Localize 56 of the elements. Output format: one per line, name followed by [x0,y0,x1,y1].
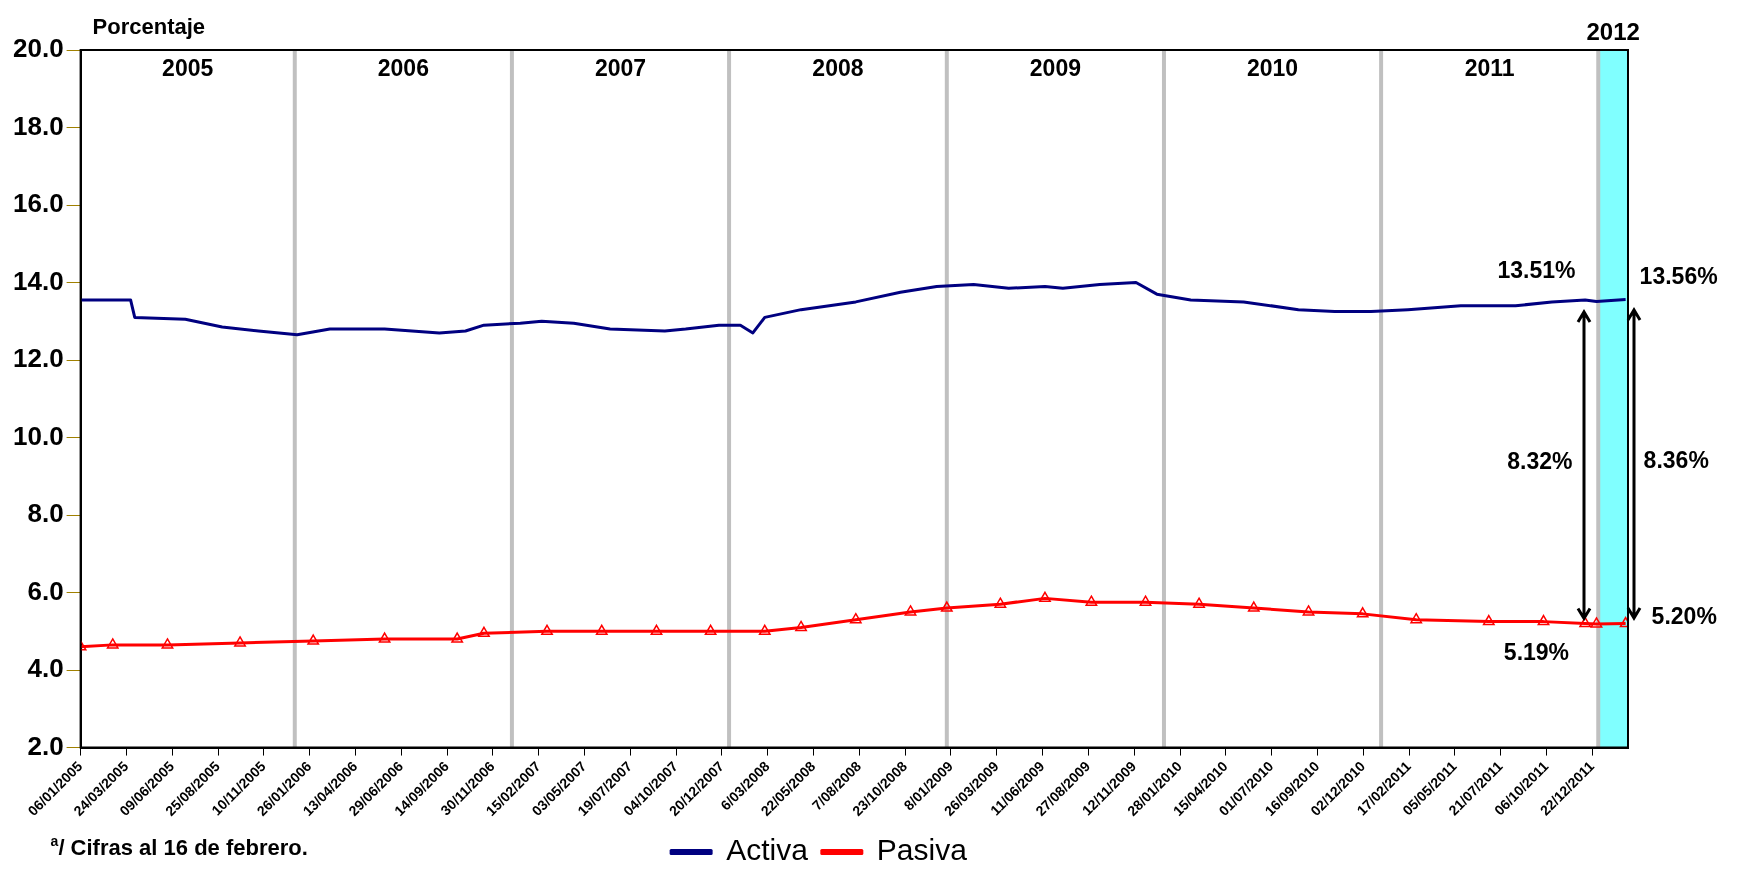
annotation: 5.20% [1651,602,1717,629]
y-tick-label: 14.0 [12,265,64,296]
point [451,632,464,643]
y-tick-label: 8.0 [27,498,64,529]
point [940,601,953,612]
point [849,612,862,624]
annotation: 2011 [1464,55,1515,81]
y-tick-label: 16.0 [12,188,64,219]
point [650,624,663,636]
point [378,632,391,643]
y-tick-label: 4.0 [27,653,64,684]
band-label: 2012 [1586,18,1640,45]
annotation: 13.51% [1497,256,1576,283]
point [1139,595,1152,606]
y-tick-label: 12.0 [12,343,64,374]
annotation: 2010 [1246,55,1299,81]
annotation: 5.19% [1503,639,1570,666]
annotation: 2008 [812,55,864,81]
point [904,605,917,616]
point [1247,601,1260,612]
point [106,638,119,649]
y-axis-title: Porcentaje [92,14,206,39]
legend-label: Pasiva [876,833,968,867]
point [595,624,608,636]
y-tick-label: 20.0 [12,33,64,64]
point [1537,614,1550,626]
point [1193,597,1206,608]
y-tick-label: 18.0 [12,110,64,141]
point [161,638,174,649]
annotation: 13.56% [1639,262,1718,289]
point [758,624,771,636]
annotation: 2006 [377,55,429,81]
point [234,636,246,647]
point [1356,607,1369,618]
point [478,626,490,637]
annotation: 2005 [162,55,214,81]
y-tick-label: 2.0 [27,730,64,761]
point [795,620,807,632]
annotation: 8.36% [1643,446,1709,473]
point [994,597,1007,608]
point [1482,614,1495,626]
point [1590,617,1603,628]
point [541,624,553,636]
point [1302,605,1315,616]
point [1085,595,1098,606]
point [1039,591,1051,603]
annotation: 8.32% [1507,448,1573,475]
y-tick-label: 6.0 [27,575,64,606]
y-tick-label: 10.0 [12,420,64,451]
point [1410,612,1423,624]
point [307,634,320,645]
annotation: 2009 [1029,55,1081,81]
legend-label: Activa [726,833,809,867]
annotation: 2007 [594,55,647,81]
point [1579,616,1592,628]
point [704,624,717,636]
